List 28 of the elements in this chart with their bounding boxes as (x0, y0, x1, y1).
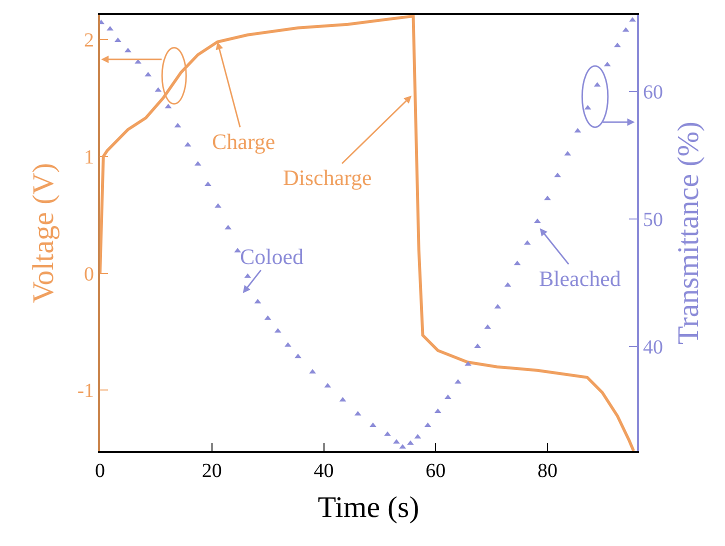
y-tick-label: -1 (77, 380, 94, 402)
y2-axis-title: Transmittance (%) (672, 121, 705, 345)
annotation: Charge (212, 129, 276, 154)
point (214, 203, 222, 208)
x-axis-title: Time (s) (318, 491, 420, 524)
x-tick-label: 80 (538, 460, 558, 482)
x-tick-label: 60 (426, 460, 446, 482)
point (134, 59, 142, 64)
point (454, 379, 462, 384)
y-tick-label: 2 (84, 30, 94, 52)
point (544, 196, 551, 200)
annotation: Discharge (283, 165, 372, 190)
annotation: Bleached (539, 266, 621, 291)
point (124, 48, 132, 52)
point (294, 354, 302, 358)
y2-tick-label: 40 (643, 336, 663, 358)
x-tick-label: 40 (314, 460, 334, 482)
y-axis-title: Voltage (V) (26, 162, 60, 304)
y2-tick-label: 50 (643, 208, 663, 231)
annotation: Coloed (240, 244, 304, 269)
y2-tick-label: 60 (643, 81, 663, 104)
x-tick-label: 20 (202, 460, 222, 482)
point (393, 439, 400, 444)
y-tick-label: 0 (84, 263, 94, 286)
point (204, 182, 212, 186)
point (629, 17, 636, 22)
y-tick-label: 1 (84, 146, 94, 168)
point (384, 431, 391, 436)
